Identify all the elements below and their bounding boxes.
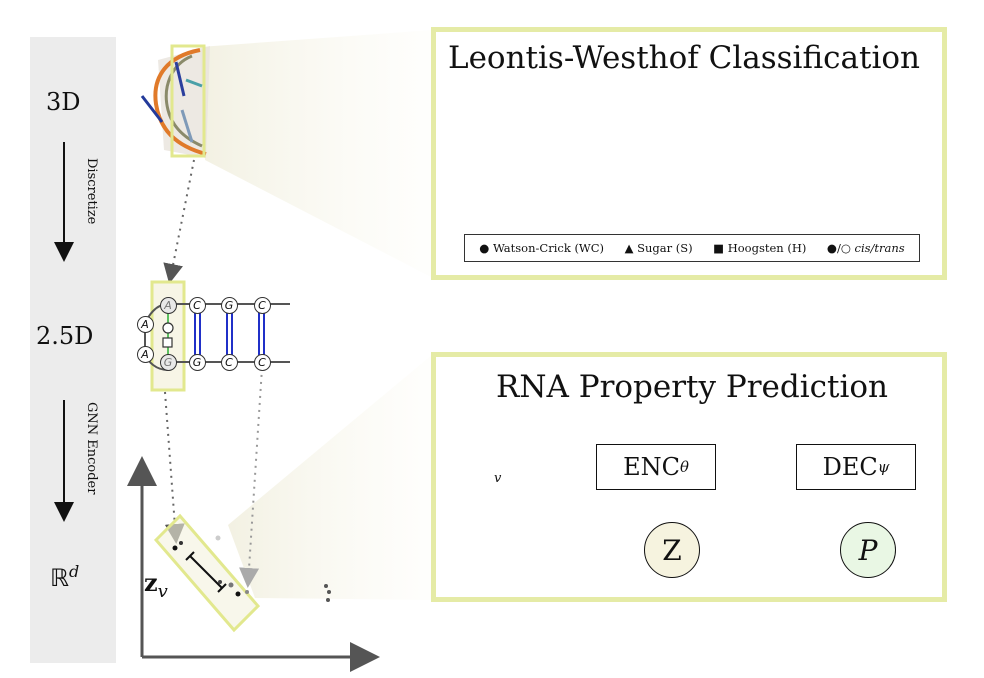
encoder-label: ENC [623, 453, 680, 481]
property-p-node: P [840, 522, 896, 578]
graph-node-bottom-2: C [220, 353, 238, 371]
step-discretize-label: Discretize [84, 158, 99, 225]
embedding-vector-label: zv [144, 568, 168, 602]
graph-node-bottom-1: G [188, 353, 206, 371]
encoder-box: ENC θ [596, 444, 716, 490]
graph-node-bottom-3: C [253, 353, 271, 371]
stage-label-3d: 3D [46, 88, 81, 116]
map-graph-to-embedding-b [239, 367, 263, 588]
3d-highlight-box [170, 44, 206, 158]
graph-node-top-3: C [253, 296, 271, 314]
graph-node-bottom-0: G [159, 353, 177, 371]
legend-wc: ● Watson-Crick (WC) [479, 241, 605, 255]
focus-node-label: v [494, 471, 502, 486]
step-gnn-label: GNN Encoder [84, 402, 99, 495]
graph-node-left-0: A [136, 315, 154, 333]
legend-cis-trans-text: cis/trans [854, 241, 905, 255]
stage-label-embedding: ℝd [50, 562, 79, 592]
z-symbol: z [144, 568, 158, 597]
encoder-subscript: θ [679, 458, 689, 476]
graph-node-top-0: A [159, 296, 177, 314]
legend-sugar-text: Sugar (S) [637, 241, 693, 255]
stage-bar [30, 37, 116, 663]
latent-z-node: Z [644, 522, 700, 578]
zoom-fan-top [200, 30, 433, 278]
rna-prediction-panel: RNA Property Prediction ENC θ DEC ψ Z P [431, 352, 947, 602]
lw-panel-title: Leontis-Westhof Classification [448, 40, 920, 76]
rd-symbol: ℝ [50, 564, 70, 592]
stage-label-2-5d: 2.5D [36, 322, 94, 350]
embedding-axes [127, 456, 380, 672]
zoom-fan-bottom [228, 354, 433, 600]
map-3d-to-graph [163, 159, 195, 284]
legend-sugar: ▲ Sugar (S) [624, 241, 693, 255]
graph-node-left-1: A [136, 345, 154, 363]
z-subscript: v [157, 580, 168, 602]
legend-hoogsten: ■ Hoogsten (H) [713, 241, 807, 255]
lw-classification-panel: Leontis-Westhof Classification ● Watson-… [431, 27, 947, 280]
map-graph-to-embedding-a [164, 391, 185, 544]
legend-wc-text: Watson-Crick (WC) [492, 241, 605, 255]
legend-cis-trans: ●/○ cis/trans [826, 241, 905, 255]
rd-exponent: d [69, 562, 80, 581]
lw-legend: ● Watson-Crick (WC) ▲ Sugar (S) ■ Hoogst… [464, 234, 920, 262]
decoder-subscript: ψ [877, 458, 890, 476]
rna-3d-structure [140, 44, 210, 158]
graph-node-top-2: G [220, 296, 238, 314]
decoder-box: DEC ψ [796, 444, 916, 490]
legend-hoogsten-text: Hoogsten (H) [727, 241, 807, 255]
decoder-label: DEC [822, 453, 878, 481]
rna-panel-title: RNA Property Prediction [496, 369, 889, 405]
embedding-points [172, 535, 331, 602]
graph-node-top-1: C [188, 296, 206, 314]
